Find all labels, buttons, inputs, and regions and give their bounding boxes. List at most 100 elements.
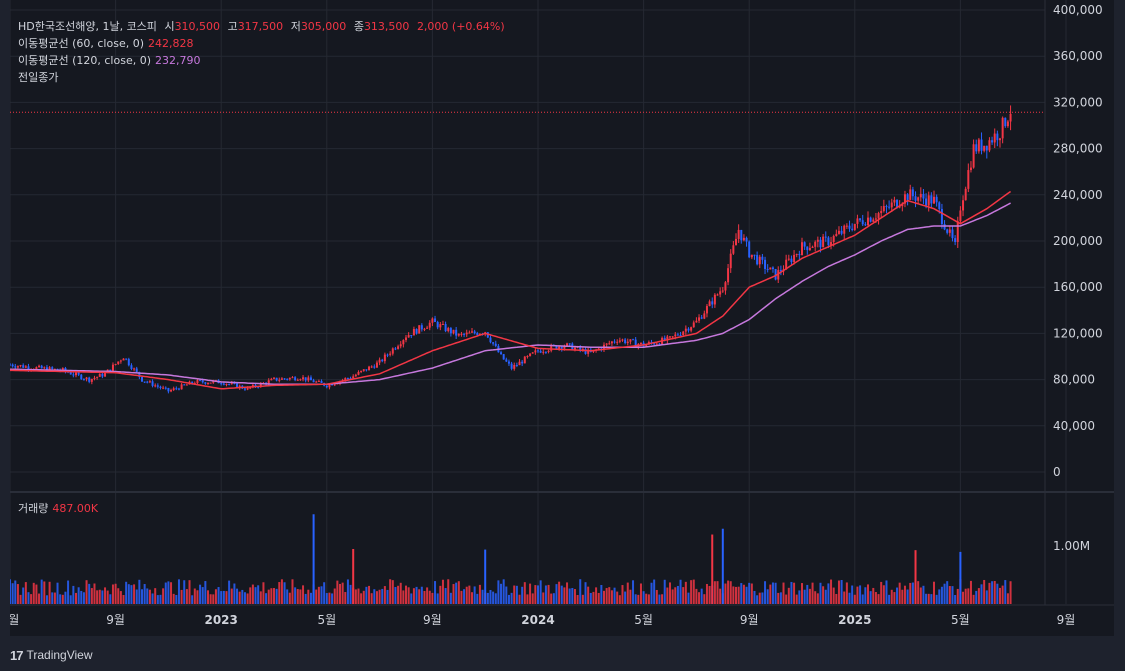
volume-bar — [333, 588, 336, 604]
volume-bar — [835, 593, 838, 604]
volume-bar — [402, 590, 405, 604]
candle-body — [972, 144, 975, 168]
volume-bar — [756, 595, 759, 604]
volume-bar — [935, 594, 938, 604]
legend-open-value: 310,500 — [174, 20, 221, 33]
volume-bar — [811, 582, 814, 604]
volume-bar — [539, 580, 542, 604]
candle-body — [40, 365, 43, 369]
volume-bar — [410, 593, 413, 604]
volume-bar — [11, 583, 14, 604]
volume-bar — [663, 579, 666, 604]
candle-body — [874, 218, 877, 220]
tradingview-brand[interactable]: TradingView — [26, 648, 93, 662]
price-chart-svg[interactable]: 0 40,000 80,000 120,000 160,000 200,000 240,00… — [1, 0, 1114, 636]
volume-bar — [690, 580, 693, 604]
volume-bar — [943, 583, 946, 604]
candle-body — [280, 378, 283, 380]
candle-body — [785, 259, 788, 270]
candle-body — [302, 377, 305, 380]
volume-bar — [299, 589, 302, 604]
candle-body — [597, 348, 600, 350]
volume-bar — [270, 588, 273, 604]
chart-area[interactable]: 0 40,000 80,000 120,000 160,000 200,000 240,00… — [1, 0, 1114, 636]
volume-bar — [518, 594, 521, 604]
candle-body — [882, 206, 885, 211]
volume-bar — [938, 589, 941, 604]
volume-bar — [727, 580, 730, 604]
candle-body — [996, 133, 999, 141]
candle-body — [859, 218, 862, 221]
volume-bar — [278, 582, 281, 604]
volume-bar — [397, 585, 400, 604]
candle-body — [267, 380, 270, 384]
volume-bar — [309, 592, 312, 604]
legend-prev-close-row[interactable]: 전일종가 — [18, 70, 62, 85]
candle-body — [935, 196, 938, 203]
volume-bar — [695, 588, 698, 604]
candle-body — [903, 194, 906, 204]
candle-body — [53, 368, 56, 370]
candle-body — [877, 213, 880, 219]
volume-bar — [906, 589, 909, 604]
candle-body — [856, 218, 859, 224]
candle-body — [249, 387, 252, 389]
candle-body — [705, 306, 708, 314]
volume-spike-bar — [959, 551, 962, 604]
volume-legend[interactable]: 거래량 487.00K — [18, 501, 102, 516]
candle-body — [624, 339, 627, 344]
x-tick-label: 9월 — [740, 613, 759, 627]
candle-body — [344, 378, 347, 381]
volume-bar — [296, 589, 299, 604]
candle-body — [985, 145, 988, 151]
candle-body — [684, 328, 687, 332]
volume-bar — [719, 588, 722, 604]
candle-body — [299, 379, 302, 381]
candle-body — [172, 388, 175, 391]
candle-body — [492, 342, 495, 344]
candle-body — [270, 378, 273, 381]
candle-body — [690, 327, 693, 331]
volume-bar — [682, 587, 685, 604]
volume-bar — [288, 592, 291, 604]
legend-symbol[interactable]: HD한국조선해양, 1날, 코스피 — [18, 20, 157, 33]
volume-bar — [167, 581, 170, 604]
candle-body — [141, 376, 143, 382]
volume-bar — [750, 583, 753, 604]
legend-ma60-row[interactable]: 이동평균선 (60, close, 0) 242,828 — [18, 36, 198, 51]
volume-bar — [98, 589, 101, 604]
legend-ma120-row[interactable]: 이동평균선 (120, close, 0) 232,790 — [18, 53, 205, 68]
ma120-line — [9, 202, 1011, 385]
volume-bar — [394, 587, 397, 604]
volume-bar — [294, 587, 297, 604]
volume-bar — [724, 583, 727, 604]
candle-body — [22, 365, 25, 368]
volume-bar — [951, 586, 954, 604]
volume-bar — [418, 589, 421, 604]
candle-body — [801, 242, 803, 256]
volume-bar — [111, 584, 114, 604]
volume-bar — [407, 587, 410, 604]
candle-body — [51, 367, 54, 369]
volume-bar — [888, 594, 891, 604]
volume-bar — [360, 593, 363, 604]
candle-body — [764, 259, 767, 269]
volume-bar — [486, 592, 489, 604]
volume-bar — [771, 582, 774, 604]
volume-bar — [93, 583, 96, 604]
tradingview-logo-icon[interactable]: 17 — [10, 647, 24, 663]
volume-bar — [962, 591, 965, 604]
volume-bar — [735, 586, 737, 604]
volume-bar — [130, 585, 133, 604]
volume-bar — [143, 584, 146, 604]
candle-body — [568, 343, 571, 345]
volume-bar — [262, 582, 265, 604]
candle-body — [175, 388, 178, 390]
volume-bar — [571, 588, 574, 604]
candle-body — [983, 145, 986, 151]
volume-bar — [9, 579, 11, 604]
volume-bar — [236, 588, 239, 604]
volume-bar — [217, 587, 220, 604]
volume-bar — [500, 583, 503, 604]
volume-bar — [692, 579, 695, 604]
